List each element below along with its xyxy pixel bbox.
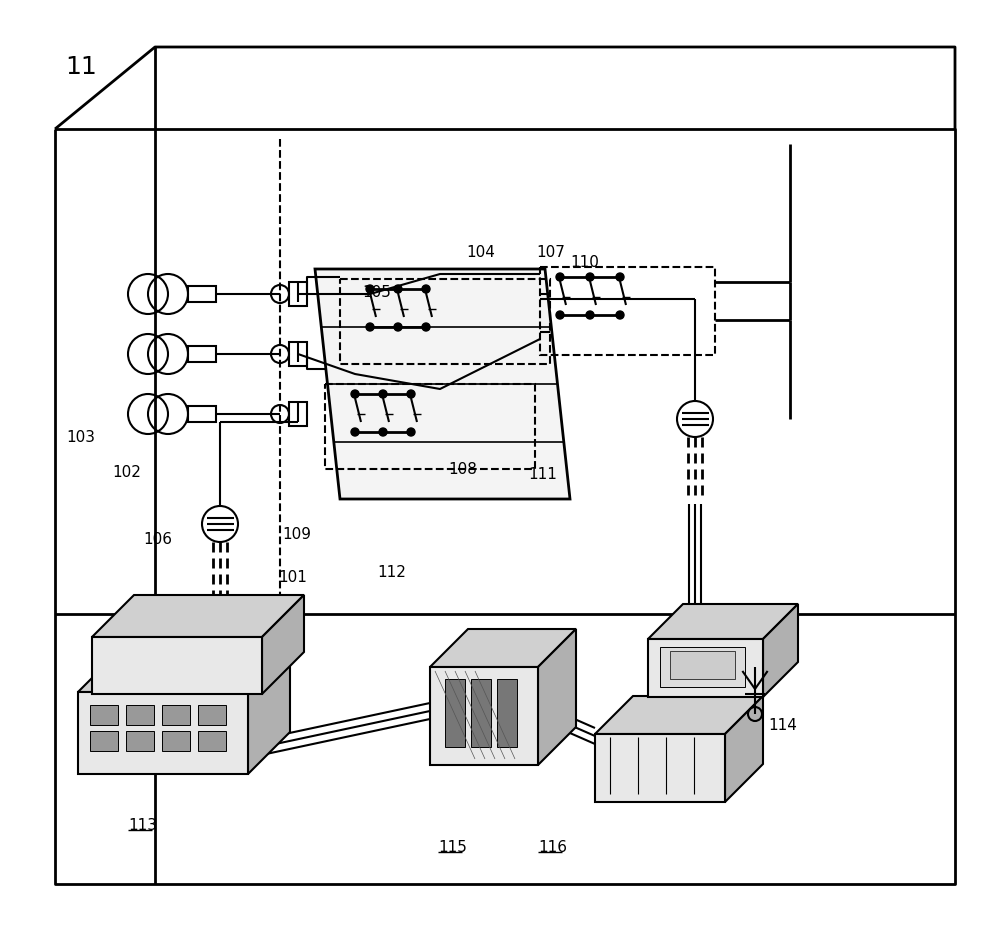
Circle shape	[366, 324, 374, 331]
Circle shape	[586, 274, 594, 282]
Polygon shape	[262, 596, 304, 694]
Bar	[340, 279, 550, 365]
Circle shape	[616, 274, 624, 282]
Circle shape	[616, 312, 624, 319]
Circle shape	[351, 429, 359, 436]
Text: 114: 114	[768, 717, 797, 732]
Bar	[289, 342, 307, 367]
Polygon shape	[430, 667, 538, 766]
Circle shape	[556, 274, 564, 282]
Bar	[188, 347, 216, 363]
Bar	[198, 731, 226, 751]
Bar	[126, 705, 154, 725]
Circle shape	[394, 324, 402, 331]
Text: 110: 110	[570, 254, 599, 270]
Bar	[540, 267, 715, 355]
Text: 112: 112	[377, 564, 406, 579]
Polygon shape	[595, 696, 763, 734]
Circle shape	[379, 429, 387, 436]
Circle shape	[422, 286, 430, 293]
Polygon shape	[538, 629, 576, 766]
Polygon shape	[595, 734, 725, 802]
Polygon shape	[78, 651, 290, 692]
Bar	[325, 384, 535, 470]
Polygon shape	[430, 629, 576, 667]
Polygon shape	[315, 270, 570, 499]
Polygon shape	[92, 596, 304, 638]
Bar	[188, 406, 216, 422]
Circle shape	[394, 286, 402, 293]
Bar	[497, 679, 517, 747]
Text: 107: 107	[536, 245, 565, 260]
Text: 105: 105	[362, 285, 391, 300]
Bar	[162, 705, 190, 725]
Bar	[162, 731, 190, 751]
Polygon shape	[648, 639, 763, 697]
Bar	[660, 648, 745, 688]
Bar	[289, 283, 307, 306]
Circle shape	[351, 391, 359, 398]
Text: 104: 104	[466, 245, 495, 260]
Polygon shape	[248, 651, 290, 774]
Bar	[126, 731, 154, 751]
Bar	[289, 403, 307, 427]
Polygon shape	[78, 692, 248, 774]
Circle shape	[407, 391, 415, 398]
Bar	[90, 731, 118, 751]
Text: 11: 11	[65, 55, 97, 79]
Polygon shape	[92, 638, 262, 694]
Text: 115: 115	[438, 839, 467, 854]
Text: 116: 116	[538, 839, 567, 854]
Bar	[670, 651, 735, 679]
Circle shape	[366, 286, 374, 293]
Text: 108: 108	[448, 461, 477, 476]
Bar	[445, 679, 465, 747]
Text: 103: 103	[66, 430, 95, 445]
Circle shape	[407, 429, 415, 436]
Text: 113: 113	[128, 818, 157, 832]
Text: 109: 109	[282, 526, 311, 541]
Bar	[90, 705, 118, 725]
Circle shape	[379, 391, 387, 398]
Circle shape	[556, 312, 564, 319]
Text: 102: 102	[112, 465, 141, 480]
Bar	[188, 287, 216, 303]
Bar	[471, 679, 491, 747]
Circle shape	[586, 312, 594, 319]
Circle shape	[422, 324, 430, 331]
Polygon shape	[648, 604, 798, 639]
Polygon shape	[763, 604, 798, 697]
Bar	[198, 705, 226, 725]
Polygon shape	[725, 696, 763, 802]
Text: 106: 106	[143, 532, 172, 547]
Text: 101: 101	[278, 570, 307, 585]
Text: 111: 111	[528, 467, 557, 482]
